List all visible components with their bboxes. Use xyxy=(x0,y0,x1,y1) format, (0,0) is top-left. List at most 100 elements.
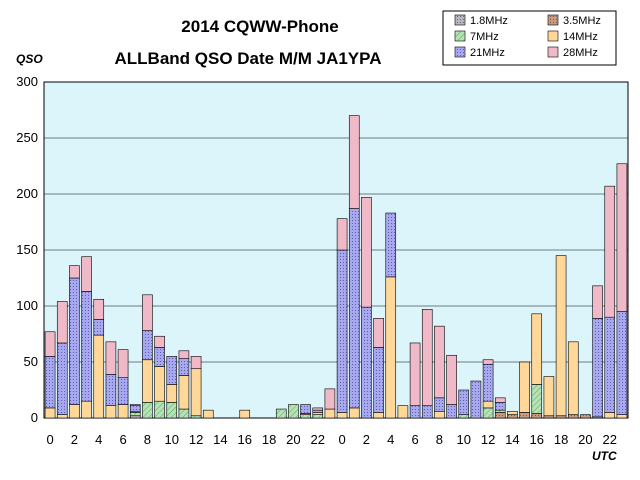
bar-segment xyxy=(336,218,348,251)
bar-segment xyxy=(69,404,80,419)
y-tick-label: 100 xyxy=(16,298,38,313)
bar-segment xyxy=(324,388,336,410)
legend-label: 28MHz xyxy=(563,47,598,59)
bar-segment xyxy=(154,366,165,402)
bar-segment xyxy=(482,407,494,419)
bar-segment xyxy=(348,115,360,209)
x-tick-label: 8 xyxy=(436,432,443,447)
bar-segment xyxy=(190,356,202,370)
bar-segment xyxy=(239,409,251,419)
bar-segment xyxy=(434,397,445,412)
bar-segment xyxy=(604,185,616,318)
x-tick-label: 6 xyxy=(411,432,418,447)
bar-segment xyxy=(616,311,628,415)
bar-segment xyxy=(117,349,129,378)
bar-segment xyxy=(507,414,518,419)
x-tick-label: 10 xyxy=(457,432,471,447)
x-tick-label: 12 xyxy=(481,432,495,447)
x-tick-label: 0 xyxy=(46,432,53,447)
bar-segment xyxy=(336,249,348,413)
bar-segment xyxy=(129,404,141,406)
x-tick-label: 2 xyxy=(71,432,78,447)
chart-title-line2: ALLBand QSO Date M/M JA1YPA xyxy=(115,49,382,68)
x-tick-label: 16 xyxy=(238,432,252,447)
bar-segment xyxy=(555,415,567,419)
legend-item: 21MHz xyxy=(454,46,505,59)
grid-lines xyxy=(44,137,628,363)
bar-segment xyxy=(531,384,543,414)
y-tick-label: 300 xyxy=(16,74,38,89)
bar-segment xyxy=(494,412,506,419)
bar-segment xyxy=(616,163,628,312)
legend-box xyxy=(442,10,617,66)
y-tick-label: 50 xyxy=(24,354,38,369)
bar-segment xyxy=(154,400,165,419)
bar-segment xyxy=(129,405,141,412)
bar-segment xyxy=(361,197,372,308)
bar-segment xyxy=(312,414,324,419)
bar-segment xyxy=(458,389,470,415)
bar-segment xyxy=(105,374,117,406)
bar-segment xyxy=(519,361,530,413)
x-axis-ticks: 0 2 4 6 8 10 12 14 16 18 20 22 0 2 4 6 8 10 12 14 16 18 20 22 xyxy=(46,432,617,447)
bar-segment xyxy=(105,341,117,375)
bar-segment xyxy=(202,409,214,419)
legend-item: 14MHz xyxy=(547,30,598,43)
bar-segment xyxy=(409,342,421,406)
bar-segment xyxy=(604,316,616,413)
bar-segment xyxy=(81,400,92,419)
bar-segment xyxy=(373,412,384,419)
x-tick-label: 8 xyxy=(144,432,151,447)
bar-segment xyxy=(385,276,397,419)
bar-segment xyxy=(482,363,494,402)
bar-segment xyxy=(93,298,105,320)
legend-label: 7MHz xyxy=(470,31,499,43)
bar-segment xyxy=(373,347,384,413)
bar-segment xyxy=(592,318,603,418)
bar-segment xyxy=(543,415,555,419)
bar-segment xyxy=(348,208,360,409)
bar-segment xyxy=(361,306,372,419)
bar-segment xyxy=(348,407,360,419)
bar-segment xyxy=(482,359,494,365)
bar-segment xyxy=(117,404,129,419)
y-tick-label: 0 xyxy=(31,410,38,425)
bar-segment xyxy=(519,412,530,419)
bar-segment xyxy=(166,402,178,419)
bar-segment xyxy=(421,309,433,406)
x-tick-label: 4 xyxy=(95,432,102,447)
bar-segment xyxy=(507,410,518,415)
x-tick-label: 12 xyxy=(189,432,203,447)
x-tick-label: 22 xyxy=(603,432,617,447)
bar-segment xyxy=(44,356,56,409)
y-axis-ticks: 0 50 100 150 200 250 300 xyxy=(16,74,38,425)
y-tick-label: 250 xyxy=(16,130,38,145)
bar-segment xyxy=(470,380,482,419)
bar-segment xyxy=(81,291,92,402)
bar-segment xyxy=(446,404,457,419)
bar-segment xyxy=(190,368,202,417)
bar-segment xyxy=(567,414,579,419)
bar-segment xyxy=(81,256,92,292)
bar-segment xyxy=(56,414,68,419)
legend: 1.8MHz 3.5MHz 7MHz 14MHz 21MHz 28MHz xyxy=(442,10,617,66)
bar-segment xyxy=(300,404,311,414)
x-axis-title: UTC xyxy=(592,449,617,463)
bar-segment xyxy=(154,347,165,367)
legend-label: 3.5MHz xyxy=(563,15,601,27)
bar-segment xyxy=(434,410,445,419)
x-tick-label: 22 xyxy=(311,432,325,447)
legend-item: 3.5MHz xyxy=(547,14,601,27)
x-tick-label: 16 xyxy=(530,432,544,447)
bar-segment xyxy=(616,414,628,419)
legend-label: 21MHz xyxy=(470,47,505,59)
bar-segment xyxy=(409,405,421,419)
bar-segment xyxy=(494,397,506,403)
bar-segment xyxy=(129,415,141,419)
bar-segment xyxy=(397,405,409,419)
bar-segment xyxy=(288,404,299,419)
x-tick-label: 6 xyxy=(119,432,126,447)
legend-item: 1.8MHz xyxy=(454,14,508,27)
bar-segment xyxy=(275,408,287,419)
